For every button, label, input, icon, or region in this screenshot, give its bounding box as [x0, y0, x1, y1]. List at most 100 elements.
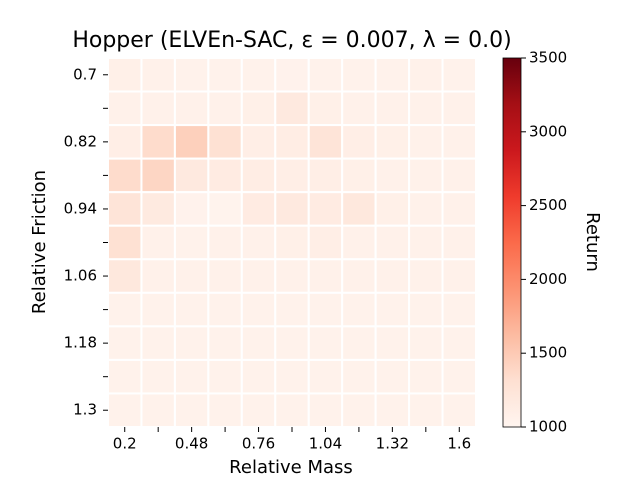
heatmap-cell	[173, 258, 210, 294]
heatmap-cell	[240, 57, 277, 93]
heatmap-cell	[374, 224, 411, 261]
heatmap-cell	[107, 224, 143, 261]
heatmap-cell	[107, 291, 143, 328]
heatmap-cell	[207, 291, 243, 328]
heatmap-cell	[307, 90, 344, 127]
heatmap-cell	[274, 90, 310, 127]
heatmap-cell	[173, 224, 210, 261]
y-tick-label: 0.82	[64, 132, 97, 150]
heatmap-cell	[173, 325, 210, 361]
chart-title: Hopper (ELVEn-SAC, ε = 0.007, λ = 0.0)	[72, 28, 511, 53]
heatmap-cell	[207, 124, 243, 160]
heatmap-cell	[140, 57, 176, 93]
colorbar	[502, 57, 522, 428]
y-tick-label: 1.3	[73, 401, 97, 419]
heatmap-cell	[107, 358, 143, 395]
y-tick-label: 0.7	[73, 65, 97, 83]
heatmap-cell	[408, 392, 444, 429]
heatmap-cell	[240, 90, 277, 127]
heatmap-cell	[207, 191, 243, 227]
heatmap-cell	[408, 258, 444, 294]
heatmap-cell	[240, 224, 277, 261]
y-tick-label: 1.06	[64, 267, 97, 285]
heatmap-cell	[408, 57, 444, 93]
heatmap-cell	[374, 124, 411, 160]
heatmap-cell	[307, 124, 344, 160]
heatmap-cell	[173, 358, 210, 395]
heatmap-cell	[374, 325, 411, 361]
heatmap-cell	[341, 57, 377, 93]
heatmap-cell	[140, 224, 176, 261]
heatmap-cell	[408, 124, 444, 160]
heatmap-cell	[408, 291, 444, 328]
colorbar-tick-label: 1500	[529, 344, 567, 362]
heatmap-cell	[140, 191, 176, 227]
heatmap-cell	[140, 157, 176, 194]
heatmap-cell	[341, 258, 377, 294]
heatmap-cell	[107, 124, 143, 160]
heatmap-cell	[173, 291, 210, 328]
heatmap-cell	[274, 258, 310, 294]
heatmap-cell	[374, 392, 411, 429]
y-tick-label: 1.18	[64, 334, 97, 352]
heatmap-cell	[307, 392, 344, 429]
colorbar-label: Return	[582, 212, 603, 272]
colorbar-tick-label: 1000	[529, 418, 567, 436]
heatmap-cell	[341, 358, 377, 395]
heatmap-cell	[307, 191, 344, 227]
heatmap-cell	[341, 90, 377, 127]
heatmap-cell	[274, 291, 310, 328]
heatmap-cell	[240, 258, 277, 294]
heatmap-cell	[274, 124, 310, 160]
x-tick-label: 1.04	[309, 435, 342, 453]
heatmap-cell	[107, 258, 143, 294]
x-tick-label: 0.48	[175, 435, 208, 453]
x-tick-label: 0.76	[242, 435, 275, 453]
heatmap-cell	[240, 191, 277, 227]
heatmap-cell	[307, 57, 344, 93]
heatmap-cell	[441, 90, 477, 127]
heatmap-cell	[207, 57, 243, 93]
heatmap-cell	[374, 291, 411, 328]
heatmap-cell	[341, 124, 377, 160]
heatmap-cell	[408, 90, 444, 127]
heatmap-cell	[207, 358, 243, 395]
heatmap-cell	[441, 258, 477, 294]
heatmap-cell	[441, 124, 477, 160]
heatmap-cell	[408, 157, 444, 194]
x-tick-label: 1.6	[447, 435, 471, 453]
heatmap-cell	[207, 157, 243, 194]
heatmap-cell	[173, 57, 210, 93]
heatmap-cell	[240, 291, 277, 328]
heatmap-cell	[240, 392, 277, 429]
heatmap-cell	[107, 157, 143, 194]
heatmap-cell	[140, 90, 176, 127]
heatmap-cell	[140, 124, 176, 160]
heatmap-cell	[374, 57, 411, 93]
heatmap-cell	[307, 358, 344, 395]
heatmap-cell	[274, 325, 310, 361]
heatmap-cell	[140, 258, 176, 294]
heatmap-cell	[274, 57, 310, 93]
x-axis-label: Relative Mass	[229, 457, 353, 478]
heatmap-cell	[374, 157, 411, 194]
heatmap-cell	[374, 191, 411, 227]
colorbar-tick-label: 2000	[529, 270, 567, 288]
heatmap-cell	[441, 291, 477, 328]
heatmap-cell	[240, 358, 277, 395]
heatmap-cell	[107, 325, 143, 361]
heatmap-cell	[441, 358, 477, 395]
heatmap-cell	[207, 224, 243, 261]
heatmap-cell	[173, 392, 210, 429]
heatmap-cell	[107, 392, 143, 429]
y-axis-label: Relative Friction	[29, 170, 50, 314]
heatmap-cell	[240, 325, 277, 361]
heatmap-cell	[140, 358, 176, 395]
heatmap-cell	[441, 57, 477, 93]
x-tick-label: 0.2	[113, 435, 137, 453]
heatmap-cell	[374, 90, 411, 127]
heatmap-cell	[441, 224, 477, 261]
heatmap-cell	[441, 325, 477, 361]
heatmap-cell	[240, 157, 277, 194]
